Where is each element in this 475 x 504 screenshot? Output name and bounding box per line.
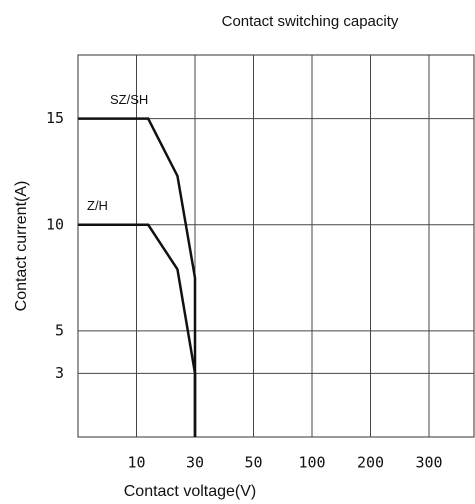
y-tick-label: 5 bbox=[55, 321, 64, 339]
series-label: SZ/SH bbox=[110, 92, 148, 107]
x-tick-label: 200 bbox=[357, 454, 384, 472]
x-tick-label: 30 bbox=[186, 454, 204, 472]
chart-title: Contact switching capacity bbox=[222, 13, 399, 30]
plot-frame bbox=[77, 54, 475, 438]
x-tick-label: 300 bbox=[415, 454, 442, 472]
y-tick-label: 10 bbox=[46, 215, 64, 233]
series-line bbox=[78, 117, 197, 437]
y-tick-label: 15 bbox=[46, 109, 64, 127]
x-tick-label: 100 bbox=[298, 454, 325, 472]
series-line bbox=[78, 223, 197, 437]
series-label: Z/H bbox=[87, 198, 108, 213]
y-tick-label: 3 bbox=[55, 364, 64, 382]
x-tick-label: 50 bbox=[244, 454, 262, 472]
y-axis-label: Contact current(A) bbox=[13, 181, 30, 312]
x-tick-label: 10 bbox=[127, 454, 145, 472]
x-axis-label: Contact voltage(V) bbox=[124, 483, 257, 500]
